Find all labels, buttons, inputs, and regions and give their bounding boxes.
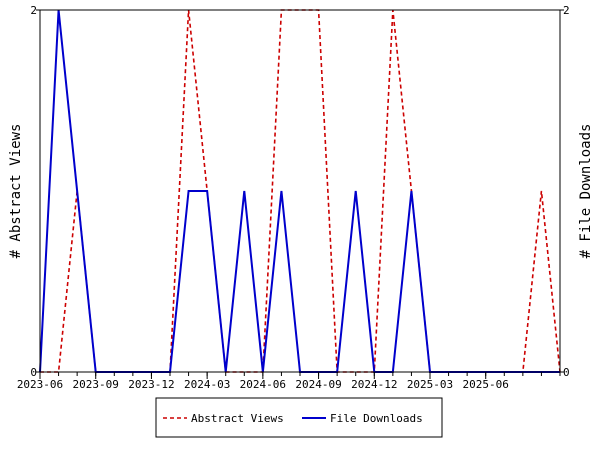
series-line-abstract-views [40,9,561,373]
plot-area-frame [39,9,561,373]
y-right-tick-label: 0 [563,366,570,379]
x-tick-label: 2025-03 [407,378,453,391]
y-left-tick-label: 2 [30,4,37,17]
axis-ticks: 2023-06 2023-09 2023-12 2024-03 2024-06 2024-… [17,4,570,391]
x-tick-label: 2025-06 [463,378,509,391]
x-tick-label: 2024-12 [351,378,397,391]
x-tick-label: 2023-06 [17,378,63,391]
legend-label-file-downloads: File Downloads [330,412,423,425]
y-axis-left-label: # Abstract Views [8,124,24,259]
y-left-tick-label: 0 [30,366,37,379]
series-line-file-downloads [39,9,560,373]
x-tick-label: 2024-03 [184,378,230,391]
y-axis-right-label: # File Downloads [578,124,594,259]
y-right-tick-label: 2 [563,4,570,17]
legend-label-abstract-views: Abstract Views [191,412,284,425]
legend-box [155,397,443,438]
x-tick-label: 2024-09 [295,378,341,391]
chart-legend: Abstract Views File Downloads [155,397,443,438]
series-layer [39,9,561,373]
x-tick-label: 2023-09 [73,378,119,391]
x-tick-label: 2023-12 [128,378,174,391]
x-tick-label: 2024-06 [240,378,286,391]
